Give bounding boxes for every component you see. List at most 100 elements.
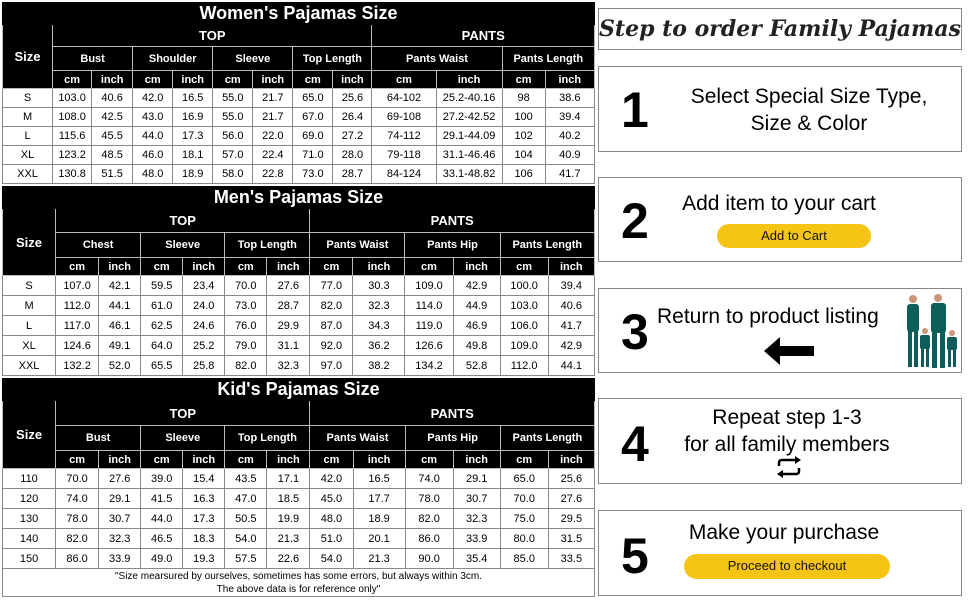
table-cell: 19.9 [266, 508, 311, 529]
table-cell: 26.4 [332, 107, 373, 127]
size-header: Size [1, 400, 57, 469]
step-3: 3 Return to product listing [598, 288, 962, 373]
table-cell: 119.0 [404, 315, 454, 336]
measure-header: Top Length [224, 425, 311, 451]
table-cell: 71.0 [292, 145, 334, 165]
table-cell: 29.1 [452, 468, 501, 489]
unit-header: cm [224, 450, 268, 469]
table-cell: 52.8 [452, 355, 501, 376]
table-cell: 21.7 [252, 88, 294, 108]
table-row: XL 123.2 48.5 46.0 18.1 57.0 22.4 71.0 28.0 79-11… [1, 145, 596, 165]
table-cell: 17.7 [352, 488, 406, 509]
table-cell: 44.1 [98, 295, 142, 316]
table-cell: 92.0 [309, 335, 354, 356]
table-cell: 57.5 [224, 548, 268, 569]
table-cell: 79-118 [371, 145, 437, 165]
table-cell: 18.5 [266, 488, 311, 509]
step-2: 2 Add item to your cart Add to Cart [598, 177, 962, 262]
step-number: 1 [621, 82, 649, 138]
table-row: S 103.0 40.6 42.0 16.5 55.0 21.7 65.0 25.6 64-102… [1, 88, 596, 108]
measure-header: Chest [55, 232, 142, 258]
table-cell: 55.0 [212, 107, 254, 127]
size-cell: XL [1, 145, 54, 165]
table-cell: 48.0 [309, 508, 354, 529]
table-cell: 109.0 [404, 275, 454, 296]
table-cell: 41.7 [544, 164, 596, 184]
repeat-icon[interactable] [775, 456, 803, 478]
table-cell: 126.6 [404, 335, 454, 356]
table-cell: 29.9 [266, 315, 311, 336]
unit-header: inch [435, 70, 503, 89]
unit-header: inch [352, 257, 406, 276]
table-cell: 134.2 [404, 355, 454, 376]
table-cell: 18.9 [172, 164, 214, 184]
table-cell: 27.6 [547, 488, 596, 509]
table-cell: 49.8 [452, 335, 501, 356]
table-cell: 21.3 [352, 548, 406, 569]
table-cell: 86.0 [404, 528, 454, 549]
step-text: Add item to your cart [682, 192, 876, 215]
table-cell: 27.6 [98, 468, 142, 489]
measure-header: Pants Length [499, 425, 596, 451]
top-header: TOP [55, 208, 311, 233]
size-cell: XXL [1, 355, 57, 376]
table-cell: 70.0 [499, 488, 549, 509]
table-cell: 74-112 [371, 126, 437, 146]
table-cell: 27.6 [266, 275, 311, 296]
unit-header: cm [140, 257, 184, 276]
measure-header: Pants Length [501, 46, 596, 71]
measure-header: Top Length [292, 46, 373, 71]
table-cell: 38.2 [352, 355, 406, 376]
unit-header: cm [371, 70, 437, 89]
table-cell: 123.2 [52, 145, 93, 165]
table-cell: 40.6 [547, 295, 596, 316]
table-cell: 78.0 [404, 488, 454, 509]
table-cell: 98 [501, 88, 546, 108]
table-cell: 49.0 [140, 548, 184, 569]
step-text: Select Special Size Type, Size & Color [659, 83, 959, 137]
proceed-to-checkout-button[interactable]: Proceed to checkout [684, 554, 890, 579]
table-cell: 25.6 [547, 468, 596, 489]
step-1: 1 Select Special Size Type, Size & Color [598, 66, 962, 152]
table-row: L 115.6 45.5 44.0 17.3 56.0 22.0 69.0 27.2 74-112… [1, 126, 596, 146]
add-to-cart-button[interactable]: Add to Cart [717, 224, 871, 248]
table-cell: 70.0 [224, 275, 268, 296]
table-cell: 77.0 [309, 275, 354, 296]
table-cell: 58.0 [212, 164, 254, 184]
arrow-left-icon[interactable] [764, 337, 816, 365]
table-cell: 42.9 [452, 275, 501, 296]
pants-header: PANTS [309, 208, 595, 233]
table-cell: 16.3 [182, 488, 226, 509]
table-cell: 61.0 [140, 295, 184, 316]
unit-header: cm [55, 450, 100, 469]
table-cell: 44.9 [452, 295, 501, 316]
table-cell: 33.1-48.82 [435, 164, 503, 184]
table-cell: 17.1 [266, 468, 311, 489]
table-cell: 28.7 [266, 295, 311, 316]
unit-header: inch [332, 70, 373, 89]
step-number: 3 [621, 304, 649, 360]
table-cell: 57.0 [212, 145, 254, 165]
measure-header: Pants Waist [309, 232, 406, 258]
measure-header: Pants Waist [309, 425, 406, 451]
table-cell: 16.5 [352, 468, 406, 489]
table-cell: 27.2 [332, 126, 373, 146]
unit-header: cm [224, 257, 268, 276]
table-cell: 51.0 [309, 528, 354, 549]
table-cell: 86.0 [55, 548, 100, 569]
size-cell: L [1, 126, 54, 146]
table-cell: 31.1 [266, 335, 311, 356]
table-cell: 74.0 [55, 488, 100, 509]
table-cell: 48.5 [91, 145, 134, 165]
step-5: 5 Make your purchase Proceed to checkout [598, 510, 962, 596]
kids-size-table: Kid's Pajamas Size Size TOP PANTS Bust Sleeve… [1, 378, 596, 597]
measure-header: Top Length [224, 232, 311, 258]
table-cell: 33.9 [98, 548, 142, 569]
table-cell: 41.7 [547, 315, 596, 336]
unit-header: cm [212, 70, 254, 89]
table-cell: 103.0 [52, 88, 93, 108]
unit-header: cm [52, 70, 93, 89]
note-line: The above data is for reference only" [216, 583, 381, 595]
table-cell: 33.9 [452, 528, 501, 549]
measure-header: Pants Length [499, 232, 596, 258]
